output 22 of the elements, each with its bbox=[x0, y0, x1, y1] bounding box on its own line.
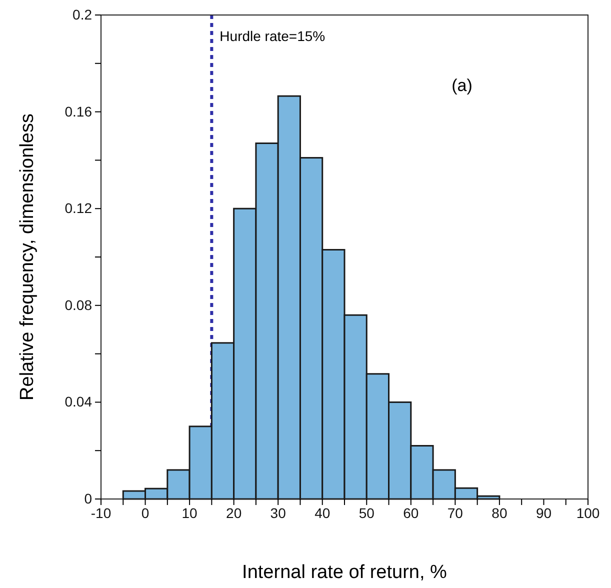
y-tick-label: 0.12 bbox=[64, 200, 92, 216]
y-tick-label: 0.08 bbox=[64, 296, 92, 313]
x-tick-label: 90 bbox=[536, 504, 552, 521]
x-tick-label: 30 bbox=[270, 504, 286, 521]
y-axis-title: Relative frequency, dimensionless bbox=[17, 114, 38, 400]
y-tick-label: 0 bbox=[84, 490, 92, 506]
y-tick-label: 0.16 bbox=[64, 103, 92, 120]
x-tick-label: 40 bbox=[314, 504, 330, 521]
y-tick-label: 0.04 bbox=[64, 394, 92, 410]
x-axis-title: Internal rate of return, % bbox=[242, 562, 448, 583]
ref-line-label: Hurdle rate=15% bbox=[220, 28, 326, 44]
x-tick-label: 60 bbox=[403, 504, 419, 521]
y-tick-label: 0.2 bbox=[72, 6, 92, 22]
x-tick-label: 10 bbox=[182, 504, 198, 521]
annotation: (a) bbox=[452, 76, 472, 95]
x-tick-label: 100 bbox=[576, 504, 600, 521]
x-tick-label: 70 bbox=[447, 504, 464, 521]
x-tick-label: 20 bbox=[226, 504, 242, 521]
x-tick-label: 80 bbox=[492, 504, 508, 521]
x-tick-label: 0 bbox=[141, 504, 150, 521]
x-tick-label: 50 bbox=[358, 504, 375, 521]
x-tick-label: -10 bbox=[90, 504, 112, 521]
